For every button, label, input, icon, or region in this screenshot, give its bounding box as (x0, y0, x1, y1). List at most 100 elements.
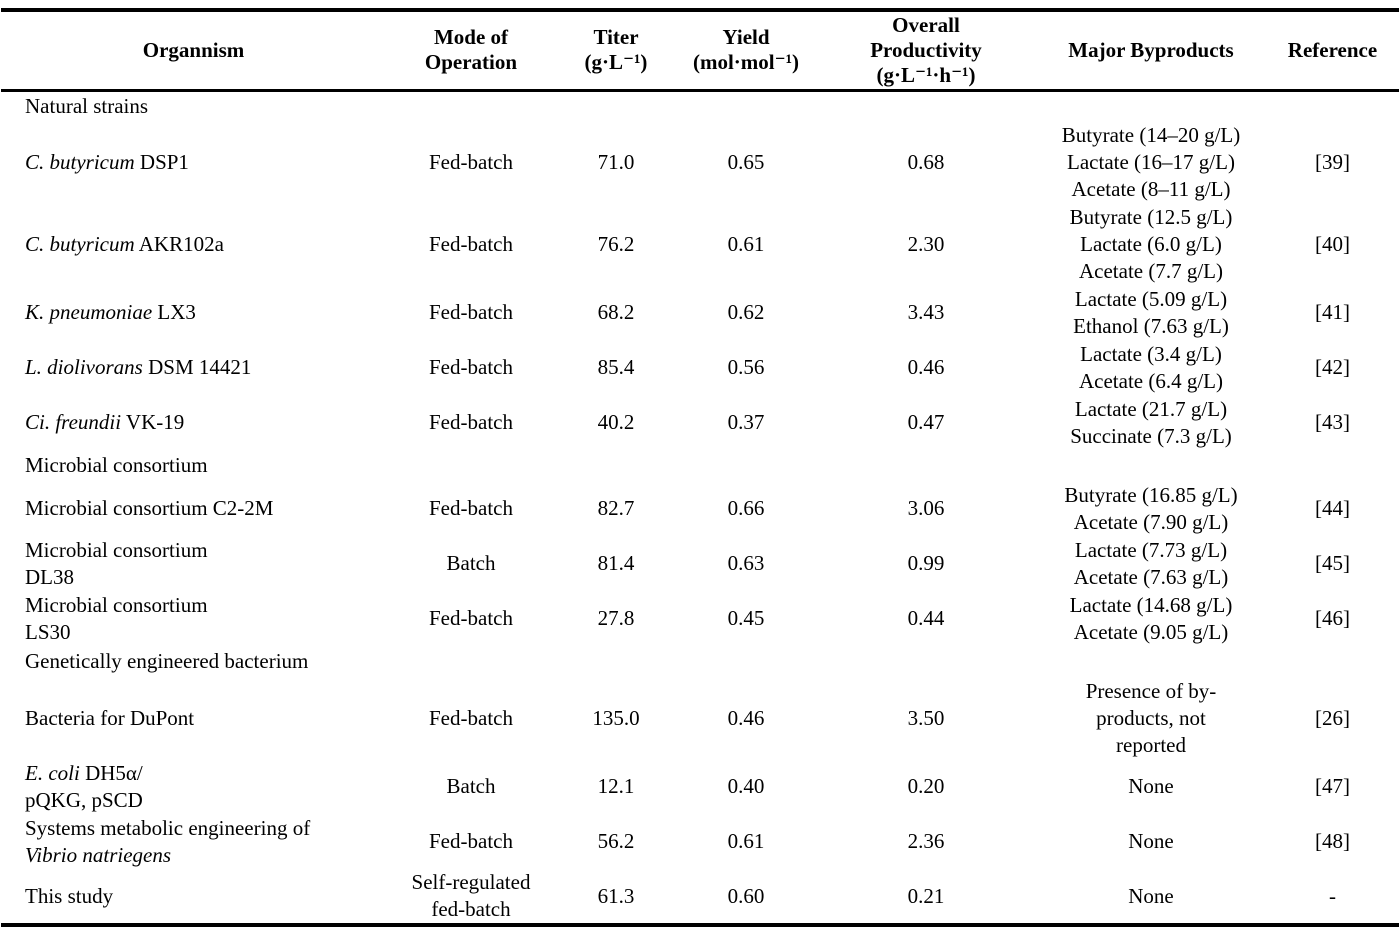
byproducts-cell-line: Lactate (16–17 g/L) (1067, 149, 1235, 174)
header-line: Major Byproducts (1068, 37, 1234, 62)
titer-cell: 12.1 (597, 774, 635, 798)
strain-name: This study (25, 883, 114, 908)
titer-cell: 27.8 (597, 606, 635, 630)
species-name: Vibrio natriegens (25, 842, 172, 867)
species-name: C. butyricum (25, 231, 135, 256)
byproducts-cell: None (1036, 869, 1266, 925)
byproducts-cell-line: Butyrate (12.5 g/L) (1069, 204, 1233, 229)
strain-name: Microbial consortium (25, 537, 208, 562)
mode-cell-line: Fed-batch (429, 149, 513, 174)
species-name: K. pneumoniae (25, 300, 153, 324)
byproducts-cell-line: Acetate (7.63 g/L) (1073, 564, 1229, 589)
titer-cell: 68.2 (597, 300, 635, 324)
yield-cell: 0.61 (727, 231, 765, 256)
reference-cell: [45] (1315, 551, 1350, 575)
mode-cell-line: Fed-batch (429, 705, 513, 730)
byproducts-cell-line: Butyrate (16.85 g/L) (1064, 482, 1238, 507)
organism-line: C. butyricum AKR102a (25, 231, 384, 258)
byproducts-cell: Butyrate (12.5 g/L) Lactate (6.0 g/L) Acet… (1036, 203, 1266, 285)
byproducts-cell: Lactate (21.7 g/L) Succinate (7.3 g/L) (1036, 395, 1266, 450)
mode-cell-line: Fed-batch (429, 829, 513, 853)
byproducts-cell: Lactate (14.68 g/L) Acetate (9.05 g/L) (1036, 591, 1266, 646)
organism-line: K. pneumoniae LX3 (25, 299, 384, 326)
section-row: Genetically engineered bacterium (1, 646, 1399, 677)
strain-name: LS30 (25, 619, 71, 644)
productivity-cell: 3.50 (907, 705, 945, 730)
mode-cell: Fed-batch (386, 677, 556, 759)
byproducts-cell: Presence of by-products, not reported (1036, 677, 1266, 759)
titer-cell: 40.2 (597, 410, 635, 434)
productivity-cell: 0.99 (907, 551, 945, 575)
section-row: Natural strains (1, 90, 1399, 121)
organism-line: C. butyricum DSP1 (25, 149, 384, 176)
results-table: Organnism Mode of Operation Titer (g·L⁻¹) Yie… (1, 8, 1399, 927)
yield-cell: 0.61 (727, 829, 765, 853)
titer-cell: 61.3 (597, 883, 635, 908)
reference-cell: [41] (1315, 300, 1350, 324)
byproducts-cell-line: Acetate (7.90 g/L) (1073, 509, 1229, 534)
organism-line: Vibrio natriegens (25, 842, 384, 869)
byproducts-cell-line: Lactate (7.73 g/L) (1074, 537, 1228, 562)
mode-cell: Fed-batch (386, 591, 556, 646)
species-name: L. diolivorans (25, 355, 143, 379)
reference-cell: [46] (1315, 606, 1350, 630)
mode-cell: Fed-batch (386, 340, 556, 395)
byproducts-cell: None (1036, 814, 1266, 869)
mode-cell: Self-regulated fed-batch (386, 869, 556, 925)
strain-name: Microbial consortium (25, 592, 208, 617)
strain-name: DL38 (25, 564, 74, 589)
column-header-titer: Titer (g·L⁻¹) (556, 10, 676, 90)
organism-cell: Systems metabolic engineering of Vibrio n… (1, 814, 386, 869)
table-row: L. diolivorans DSM 14421 Fed-batch 85.4 0.5… (1, 340, 1399, 395)
strain-name: pQKG, pSCD (25, 787, 143, 812)
byproducts-cell-line: Succinate (7.3 g/L) (1070, 423, 1232, 448)
byproducts-cell: None (1036, 759, 1266, 814)
reference-cell: [42] (1315, 355, 1350, 379)
byproducts-cell-line: None (1128, 829, 1174, 853)
byproducts-cell-line: Butyrate (14–20 g/L) (1061, 122, 1241, 147)
byproducts-cell-line: Acetate (7.7 g/L) (1078, 258, 1224, 283)
byproducts-cell-line: products, not (1096, 705, 1206, 730)
productivity-cell: 3.06 (907, 496, 945, 520)
yield-cell: 0.40 (727, 774, 765, 798)
mode-cell-line: Fed-batch (429, 606, 513, 630)
organism-cell: K. pneumoniae LX3 (1, 285, 386, 340)
reference-cell: [44] (1315, 496, 1350, 520)
organism-cell: Microbial consortium C2-2M (1, 481, 386, 536)
table-row: Microbial consortium LS30 Fed-batch 27.8 0.4… (1, 591, 1399, 646)
header-line: Titer (593, 25, 639, 50)
header-line: Overall (892, 12, 960, 37)
reference-cell: [40] (1315, 231, 1350, 256)
titer-cell: 85.4 (597, 355, 635, 379)
byproducts-cell-line: Acetate (8–11 g/L) (1071, 176, 1231, 201)
table-row: Systems metabolic engineering of Vibrio n… (1, 814, 1399, 869)
reference-cell: [26] (1315, 705, 1350, 730)
mode-cell: Batch (386, 536, 556, 591)
productivity-cell: 0.68 (907, 149, 945, 174)
section-label: Microbial consortium (25, 453, 208, 477)
organism-line: This study (25, 883, 384, 910)
mode-cell: Fed-batch (386, 814, 556, 869)
yield-cell: 0.66 (727, 496, 765, 520)
column-header-byproducts: Major Byproducts (1036, 10, 1266, 90)
reference-cell: [39] (1315, 149, 1350, 174)
titer-cell: 82.7 (597, 496, 635, 520)
mode-cell-line: Fed-batch (429, 355, 513, 379)
productivity-cell: 0.44 (907, 606, 945, 630)
mode-cell-line: Batch (446, 551, 496, 575)
byproducts-cell: Butyrate (16.85 g/L) Acetate (7.90 g/L) (1036, 481, 1266, 536)
table-body: Natural strains C. butyricum DSP1 Fed-batc… (1, 90, 1399, 925)
header-line: Mode of (433, 25, 509, 50)
organism-cell: Ci. freundii VK-19 (1, 395, 386, 450)
organism-line: LS30 (25, 619, 384, 646)
strain-name: DH5α/ (79, 760, 143, 785)
reference-cell: [47] (1315, 774, 1350, 798)
organism-cell: Microbial consortium LS30 (1, 591, 386, 646)
yield-cell: 0.65 (727, 149, 765, 174)
titer-cell: 81.4 (597, 551, 635, 575)
productivity-cell: 0.21 (907, 883, 945, 908)
byproducts-cell-line: None (1128, 774, 1174, 798)
titer-cell: 76.2 (597, 231, 635, 256)
organism-line: Microbial consortium (25, 592, 384, 619)
